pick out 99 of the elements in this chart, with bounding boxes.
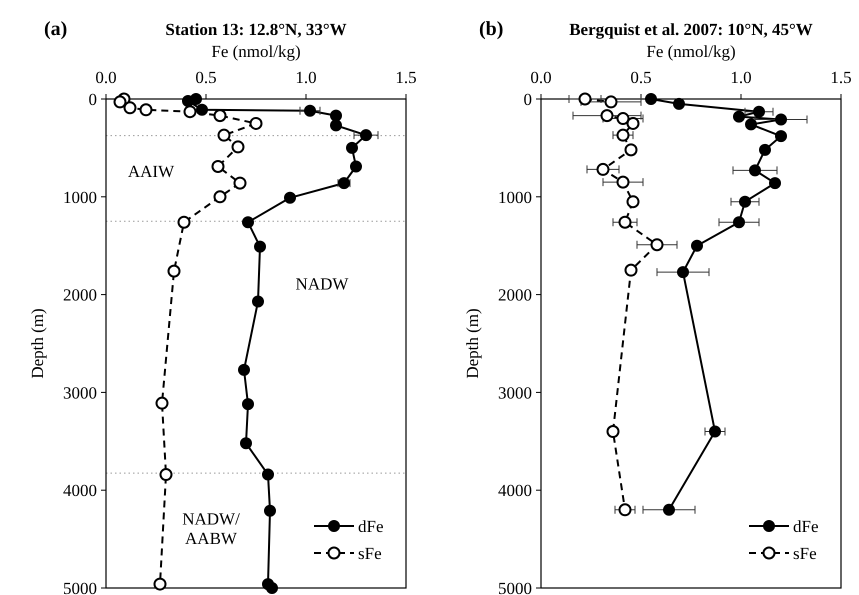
y-tick-label: 0	[88, 90, 97, 109]
point	[733, 216, 745, 228]
annotation: AAIW	[128, 162, 176, 182]
point	[160, 468, 172, 482]
point	[616, 176, 630, 189]
point	[663, 504, 675, 516]
point	[618, 503, 632, 516]
point	[739, 196, 751, 208]
point	[242, 398, 254, 410]
y-tick-label: 2000	[498, 286, 532, 305]
legend-label: sFe	[358, 544, 382, 563]
annotation: NADW	[296, 274, 350, 294]
x-tick-label: 0.5	[195, 68, 217, 87]
text: (a)	[44, 18, 68, 40]
y-tick-label: 4000	[498, 481, 532, 500]
point	[691, 240, 703, 252]
point	[645, 93, 657, 105]
x-tick-label: 0.0	[95, 68, 117, 87]
point	[733, 110, 745, 123]
point	[350, 160, 362, 172]
point	[214, 109, 226, 122]
point	[304, 104, 316, 117]
x-tick-label: 1.5	[830, 68, 852, 87]
point	[182, 94, 194, 107]
point	[330, 110, 342, 122]
point	[168, 264, 180, 278]
point	[596, 162, 610, 176]
point	[769, 177, 781, 190]
point	[600, 109, 614, 122]
y-axis-title: Depth (m)	[28, 308, 47, 379]
text: (b)	[479, 18, 504, 40]
x-tick-label: 0.0	[530, 68, 552, 87]
x-tick-label: 1.5	[395, 68, 417, 87]
point	[745, 118, 757, 130]
x-tick-label: 0.5	[630, 68, 652, 87]
point	[606, 425, 620, 438]
annotation: NADW/AABW	[182, 509, 240, 548]
point	[749, 164, 761, 176]
point	[346, 142, 358, 154]
point	[677, 266, 689, 278]
point	[218, 128, 230, 142]
y-tick-label: 4000	[63, 481, 97, 500]
y-axis-title: Depth (m)	[463, 308, 482, 379]
point	[212, 160, 224, 173]
point	[330, 119, 342, 132]
legend-label: sFe	[793, 544, 817, 563]
y-tick-label: 3000	[63, 383, 97, 402]
point	[262, 468, 274, 481]
point	[178, 216, 190, 229]
point	[618, 216, 632, 229]
point	[759, 144, 771, 156]
point	[242, 216, 254, 228]
y-tick-label: 3000	[498, 383, 532, 402]
y-tick-label: 1000	[498, 188, 532, 207]
x-axis-title: Fe (nmol/kg)	[646, 42, 736, 61]
point	[578, 92, 592, 106]
point	[114, 95, 126, 108]
x-tick-label: 1.0	[295, 68, 317, 87]
point	[252, 295, 264, 308]
chart-title: Station 13: 12.8°N, 33°W	[165, 20, 347, 39]
legend-label: dFe	[358, 516, 384, 536]
point	[184, 105, 196, 118]
point	[240, 437, 252, 450]
y-tick-label: 1000	[63, 188, 97, 207]
legend-label: dFe	[793, 516, 818, 536]
point	[156, 396, 168, 410]
y-tick-label: 5000	[63, 578, 97, 595]
point	[234, 176, 246, 190]
point	[624, 264, 638, 277]
point	[214, 190, 226, 204]
point	[626, 116, 640, 130]
y-tick-label: 2000	[63, 286, 97, 305]
point	[264, 504, 276, 517]
point	[650, 238, 664, 252]
point	[266, 582, 278, 594]
point	[775, 114, 787, 126]
point	[140, 103, 152, 116]
point	[154, 578, 166, 591]
point	[775, 130, 787, 142]
point	[709, 426, 721, 438]
point	[624, 143, 638, 156]
x-tick-label: 1.0	[730, 68, 752, 87]
chart-title: Bergquist et al. 2007: 10°N, 45°W	[569, 20, 813, 39]
point	[626, 195, 640, 208]
point	[250, 116, 262, 130]
point	[254, 240, 266, 253]
point	[673, 98, 685, 110]
point	[124, 101, 136, 114]
point	[360, 129, 372, 142]
x-axis-title: Fe (nmol/kg)	[211, 42, 301, 61]
point	[604, 95, 618, 108]
y-tick-label: 0	[524, 90, 532, 109]
point	[284, 192, 296, 204]
point	[753, 106, 765, 118]
point	[232, 140, 244, 154]
point	[238, 364, 250, 376]
point	[616, 112, 630, 126]
point	[616, 128, 630, 142]
y-tick-label: 5000	[498, 578, 532, 595]
